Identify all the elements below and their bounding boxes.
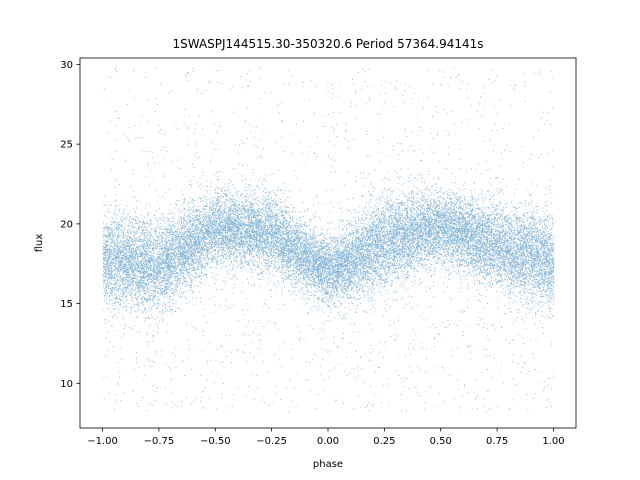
y-tick-label: 10 xyxy=(60,379,73,390)
y-tick-label: 20 xyxy=(60,219,73,230)
chart-title: 1SWASPJ144515.30-350320.6 Period 57364.9… xyxy=(172,37,483,51)
scatter-points xyxy=(102,67,555,413)
x-tick-label: 0.75 xyxy=(486,436,508,447)
plot-area xyxy=(79,57,577,429)
flux-data-points xyxy=(102,67,555,413)
y-axis-label: flux xyxy=(34,234,45,253)
x-tick-label: −0.50 xyxy=(200,436,231,447)
x-tick-label: −0.25 xyxy=(256,436,287,447)
x-axis-label: phase xyxy=(313,459,343,470)
x-tick-label: 0.50 xyxy=(430,436,452,447)
x-tick-label: 1.00 xyxy=(542,436,564,447)
x-tick-label: −0.75 xyxy=(144,436,175,447)
x-tick-label: −1.00 xyxy=(87,436,118,447)
x-tick-label: 0.25 xyxy=(373,436,395,447)
y-tick-label: 15 xyxy=(60,299,73,310)
x-tick-label: 0.00 xyxy=(317,436,339,447)
x-axis-ticks: −1.00 −0.75 −0.50 −0.25 0.00 0.25 0.50 0.75 1.00 xyxy=(87,428,565,447)
y-tick-label: 30 xyxy=(60,60,73,71)
y-tick-label: 25 xyxy=(60,140,73,151)
y-axis-ticks: 10 15 20 25 30 xyxy=(60,60,80,390)
